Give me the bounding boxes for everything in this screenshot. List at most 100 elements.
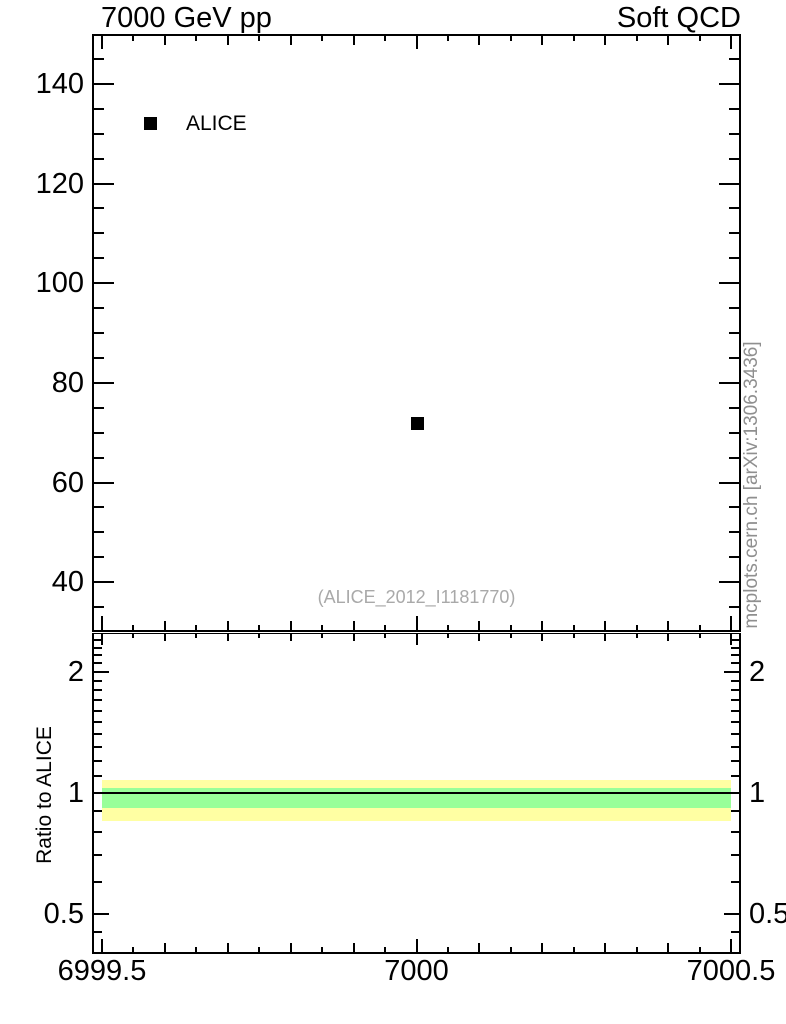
x-axis-tick: [509, 625, 512, 630]
x-axis-tick: [352, 943, 355, 952]
main-y-axis-tick: [94, 356, 104, 359]
main-y-axis-tick: [94, 531, 104, 534]
ratio-y-axis-tick: [94, 639, 102, 642]
ratio-y-axis-tick: [731, 746, 739, 749]
x-axis-tick: [289, 634, 292, 641]
main-y-axis-tick: [94, 132, 104, 135]
x-axis-tick: [352, 634, 355, 641]
x-axis-tick: [415, 939, 418, 952]
main-y-tick-label: 60: [51, 466, 84, 499]
main-y-axis-tick: [719, 282, 739, 285]
x-axis-tick: [384, 625, 387, 630]
legend-label: ALICE: [186, 112, 247, 135]
main-y-axis-tick: [94, 481, 114, 484]
x-axis-tick: [509, 634, 512, 638]
x-axis-tick: [478, 621, 481, 630]
ratio-y-axis-tick: [731, 679, 739, 682]
ratio-y-axis-tick: [731, 689, 739, 692]
ratio-y-axis-tick: [731, 709, 739, 712]
x-axis-tick: [195, 36, 198, 41]
main-y-axis-tick: [729, 556, 739, 559]
main-y-axis-tick: [719, 82, 739, 85]
x-axis-tick: [289, 943, 292, 952]
main-y-axis-tick: [729, 431, 739, 434]
x-axis-tick: [101, 634, 103, 645]
x-axis-tick: [226, 943, 229, 952]
mcplots-arxiv-annotation: mcplots.cern.ch [arXiv:1306.3436]: [741, 341, 762, 629]
ratio-y-axis-tick: [731, 721, 739, 724]
ratio-y-axis-tick: [731, 775, 739, 778]
ratio-y-axis-tick: [731, 639, 739, 642]
x-axis-tick: [604, 943, 607, 952]
main-y-axis-tick: [719, 182, 739, 185]
x-axis-tick: [667, 943, 670, 952]
x-axis-tick: [729, 634, 732, 645]
main-y-axis-tick: [729, 157, 739, 160]
ratio-y-axis-tick: [94, 881, 102, 884]
x-axis-tick: [635, 947, 638, 952]
main-y-axis-tick: [729, 456, 739, 459]
ratio-y-axis-tick: [94, 830, 102, 833]
x-axis-tick: [163, 943, 166, 952]
x-axis-tick: [384, 36, 387, 41]
x-axis-tick: [446, 634, 449, 638]
x-axis-tick: [132, 947, 135, 952]
ratio-y-axis-tick: [731, 931, 739, 934]
x-axis-tick: [415, 36, 418, 49]
x-axis-tick: [289, 36, 292, 45]
main-y-axis-tick: [94, 556, 104, 559]
x-axis-tick: [604, 621, 607, 630]
x-axis-tick: [698, 625, 701, 630]
ratio-y-axis-tick: [94, 679, 102, 682]
x-axis-tick: [195, 634, 198, 638]
ratio-y-axis-tick: [731, 646, 739, 649]
x-axis-tick: [667, 36, 670, 45]
x-axis-tick: [352, 36, 355, 45]
ratio-y-axis-tick: [94, 760, 102, 763]
x-axis-tick: [541, 621, 544, 630]
x-axis-tick: [698, 634, 701, 638]
x-axis-tick: [132, 625, 135, 630]
main-y-axis-tick: [94, 207, 104, 210]
ratio-y-axis-tick: [94, 670, 109, 673]
main-y-axis-tick: [729, 57, 739, 60]
ratio-y-axis-tick: [94, 913, 109, 916]
x-axis-tick: [635, 625, 638, 630]
x-axis-tick: [226, 634, 229, 641]
x-axis-tick: [195, 625, 198, 630]
x-axis-tick: [132, 634, 135, 638]
process-group-title: Soft QCD: [616, 2, 741, 34]
ratio-y-axis-tick: [731, 881, 739, 884]
main-y-axis-tick: [94, 57, 104, 60]
analysis-id-watermark: (ALICE_2012_I1181770): [317, 587, 516, 607]
main-plot-panel: (ALICE_2012_I1181770) ALICE: [92, 34, 741, 632]
inner-uncertainty-band: [102, 787, 731, 808]
main-y-axis-tick: [719, 481, 739, 484]
x-axis-tick: [258, 625, 261, 630]
x-axis-tick: [635, 634, 638, 638]
x-axis-tick: [446, 625, 449, 630]
main-y-axis-tick: [719, 381, 739, 384]
x-axis-tick: [572, 634, 575, 638]
ratio-y-axis-tick: [731, 830, 739, 833]
ratio-plot-panel: [92, 633, 741, 954]
main-y-axis-tick: [94, 182, 114, 185]
main-y-axis-tick: [94, 606, 104, 609]
x-axis-tick: [635, 36, 638, 41]
ratio-y-axis-tick: [731, 662, 739, 665]
ratio-y-axis-tick: [94, 646, 102, 649]
x-axis-tick: [163, 634, 166, 641]
main-y-axis-tick: [94, 506, 104, 509]
ratio-y-axis-tick: [94, 709, 102, 712]
ratio-y-axis-tick: [724, 670, 739, 673]
x-axis-tick: [541, 943, 544, 952]
x-axis-tick: [667, 621, 670, 630]
x-axis-tick: [415, 616, 418, 630]
main-y-axis-tick: [729, 257, 739, 260]
ratio-y-tick-label-right: 1: [749, 777, 766, 809]
x-axis-tick: [572, 36, 575, 41]
main-y-axis-tick: [729, 356, 739, 359]
x-axis-tick: [729, 939, 732, 952]
x-axis-tick: [258, 947, 261, 952]
main-y-axis-tick: [729, 207, 739, 210]
